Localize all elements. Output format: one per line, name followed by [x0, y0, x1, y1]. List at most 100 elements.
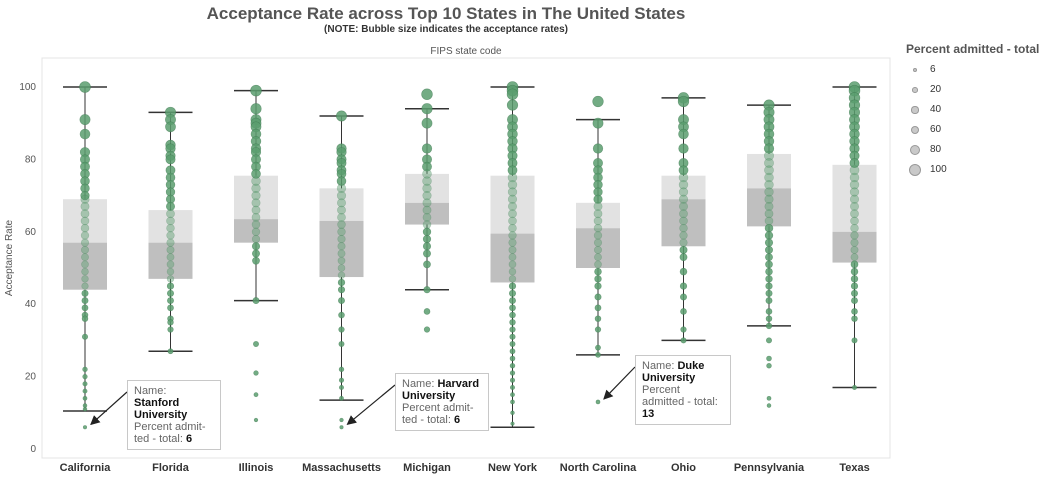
data-point[interactable] [251, 191, 261, 201]
data-point[interactable] [849, 158, 860, 168]
data-point[interactable] [167, 319, 174, 326]
data-point[interactable] [337, 286, 346, 294]
data-point[interactable] [81, 253, 89, 262]
data-point[interactable] [850, 253, 859, 262]
data-point[interactable] [594, 260, 602, 269]
data-point[interactable] [422, 198, 432, 208]
data-point[interactable] [339, 395, 344, 401]
data-point[interactable] [593, 209, 603, 219]
data-point[interactable] [510, 399, 515, 405]
data-point[interactable] [167, 297, 174, 305]
data-point[interactable] [423, 260, 431, 269]
data-point[interactable] [593, 245, 602, 254]
data-point[interactable] [850, 238, 859, 247]
data-point[interactable] [592, 95, 604, 108]
data-point[interactable] [508, 223, 517, 233]
data-point[interactable] [510, 392, 515, 398]
data-point[interactable] [678, 194, 689, 204]
data-point[interactable] [422, 220, 432, 229]
data-point[interactable] [679, 282, 688, 290]
data-point[interactable] [510, 410, 515, 415]
data-point[interactable] [166, 201, 175, 211]
data-point[interactable] [81, 267, 89, 276]
data-point[interactable] [166, 267, 175, 276]
data-point[interactable] [508, 253, 517, 262]
data-point[interactable] [595, 352, 601, 358]
data-point[interactable] [765, 308, 773, 315]
data-point[interactable] [251, 205, 261, 215]
data-point[interactable] [852, 384, 857, 390]
data-point[interactable] [337, 242, 346, 251]
data-point[interactable] [253, 341, 259, 347]
data-point[interactable] [507, 180, 518, 190]
data-point[interactable] [508, 238, 517, 247]
data-point[interactable] [421, 88, 433, 100]
data-point[interactable] [592, 117, 604, 129]
data-point[interactable] [250, 84, 262, 97]
data-point[interactable] [764, 158, 774, 168]
data-point[interactable] [80, 209, 90, 219]
data-point[interactable] [82, 395, 88, 401]
data-point[interactable] [763, 150, 775, 161]
data-point[interactable] [765, 322, 773, 330]
data-point[interactable] [80, 216, 90, 226]
data-point[interactable] [509, 304, 516, 312]
data-point[interactable] [422, 227, 432, 237]
data-point[interactable] [251, 169, 261, 179]
data-point[interactable] [593, 201, 603, 211]
data-point[interactable] [764, 223, 774, 233]
data-point[interactable] [851, 308, 858, 315]
data-point[interactable] [592, 143, 604, 154]
data-point[interactable] [338, 341, 345, 347]
data-point[interactable] [422, 242, 432, 251]
data-point[interactable] [79, 114, 91, 126]
data-point[interactable] [506, 88, 519, 100]
data-point[interactable] [509, 348, 516, 355]
data-point[interactable] [764, 245, 773, 254]
data-point[interactable] [508, 231, 517, 240]
data-point[interactable] [250, 103, 262, 115]
data-point[interactable] [80, 201, 90, 211]
data-point[interactable] [422, 183, 432, 194]
data-point[interactable] [594, 267, 602, 276]
data-point[interactable] [421, 103, 433, 115]
data-point[interactable] [679, 231, 688, 240]
data-point[interactable] [850, 223, 859, 233]
data-point[interactable] [166, 253, 175, 262]
data-point[interactable] [679, 209, 688, 219]
data-point[interactable] [765, 297, 773, 305]
data-point[interactable] [850, 231, 859, 240]
data-point[interactable] [337, 278, 346, 287]
data-point[interactable] [509, 377, 516, 383]
data-point[interactable] [166, 282, 175, 290]
data-point[interactable] [166, 245, 175, 254]
data-point[interactable] [81, 260, 89, 269]
data-point[interactable] [765, 275, 773, 283]
data-point[interactable] [82, 374, 88, 380]
data-point[interactable] [765, 282, 773, 290]
data-point[interactable] [593, 231, 603, 240]
data-point[interactable] [764, 194, 774, 204]
data-point[interactable] [764, 180, 774, 190]
data-point[interactable] [850, 216, 859, 226]
data-point[interactable] [338, 366, 345, 373]
data-point[interactable] [851, 337, 858, 344]
data-point[interactable] [81, 297, 89, 305]
data-point[interactable] [338, 377, 345, 383]
data-point[interactable] [594, 282, 602, 290]
data-point[interactable] [422, 169, 432, 179]
data-point[interactable] [510, 421, 515, 426]
data-point[interactable] [764, 209, 774, 219]
data-point[interactable] [81, 333, 89, 340]
data-point[interactable] [337, 249, 346, 258]
data-point[interactable] [421, 117, 433, 129]
data-point[interactable] [508, 282, 517, 290]
data-point[interactable] [338, 297, 345, 305]
data-point[interactable] [337, 234, 346, 244]
data-point[interactable] [764, 165, 774, 176]
data-point[interactable] [421, 143, 433, 154]
data-point[interactable] [423, 286, 431, 294]
data-point[interactable] [79, 128, 91, 140]
data-point[interactable] [336, 183, 347, 194]
data-point[interactable] [766, 395, 772, 401]
